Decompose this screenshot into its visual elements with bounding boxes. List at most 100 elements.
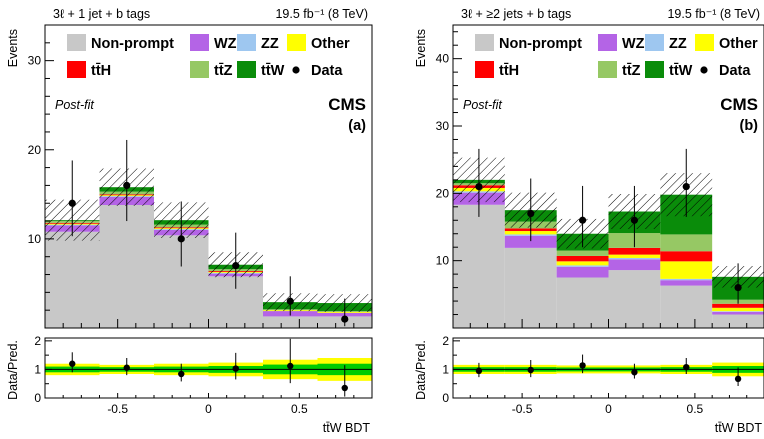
legend-label-zz: ZZ xyxy=(669,36,687,52)
ratio-point xyxy=(232,365,239,372)
x-tick-label: 0 xyxy=(605,402,612,416)
legend-swatch-ttbarw xyxy=(645,61,664,78)
legend-swatch-ttbarh xyxy=(475,61,494,78)
data-point xyxy=(527,209,535,218)
panel-label: (a) xyxy=(348,118,366,134)
x-axis-label: tt̄W BDT xyxy=(323,421,371,435)
postfit-label: Post-fit xyxy=(55,98,94,112)
header-channel-label: 3ℓ + ≥2 jets + b tags xyxy=(461,7,571,21)
ratio-plot-frame xyxy=(44,337,373,399)
header-channel-label: 3ℓ + 1 jet + b tags xyxy=(53,7,150,21)
bar-wz-bin-2 xyxy=(556,266,609,278)
bar-ttbarh-bin-3 xyxy=(608,247,661,255)
ratio-y-tick-label: 2 xyxy=(34,334,41,348)
bar-zz-bin-4 xyxy=(660,278,713,281)
ratio-y-tick-label: 0 xyxy=(442,391,449,405)
legend-data-marker xyxy=(700,66,708,74)
bar-zz-bin-2 xyxy=(556,265,609,267)
data-point xyxy=(341,315,349,323)
bar-zz-bin-3 xyxy=(608,257,661,260)
postfit-label: Post-fit xyxy=(463,98,502,112)
legend-label-wz: WZ xyxy=(214,36,237,52)
bar-non-prompt-bin-5 xyxy=(712,314,764,328)
bar-ttbarh-bin-5 xyxy=(712,303,764,308)
data-point xyxy=(68,199,76,207)
panel-label: (b) xyxy=(739,118,758,134)
ratio-point xyxy=(683,363,690,371)
legend-label-wz: WZ xyxy=(622,36,645,52)
data-layer xyxy=(475,148,742,304)
data-layer xyxy=(68,139,349,327)
x-tick-label: 0 xyxy=(205,402,212,416)
y-axis-label: Events xyxy=(6,29,20,67)
x-tick-label: 0.5 xyxy=(687,402,704,416)
bar-other-bin-4 xyxy=(660,261,713,279)
legend-label-non-prompt: Non-prompt xyxy=(499,36,582,52)
legend-label-ttbarh: tt̄H xyxy=(499,62,519,79)
bar-other-bin-5 xyxy=(712,307,764,312)
legend: Non-prompt WZ ZZ Other tt̄H tt̄Z tt̄W Data xyxy=(475,34,758,79)
y-tick-label: 10 xyxy=(28,232,42,246)
bar-other-bin-2 xyxy=(556,261,609,266)
legend-label-ttbarw: tt̄W xyxy=(261,62,285,79)
ratio-y-tick-label: 2 xyxy=(442,334,449,348)
legend-swatch-zz xyxy=(237,34,256,51)
data-point xyxy=(232,262,240,270)
bar-non-prompt-bin-3 xyxy=(608,270,661,328)
data-point xyxy=(734,284,742,292)
ratio-point xyxy=(579,362,586,369)
legend-label-ttbarw: tt̄W xyxy=(669,62,693,79)
y-tick-label: 10 xyxy=(436,254,450,268)
x-axis-label: tt̄W BDT xyxy=(715,421,763,435)
ratio-point xyxy=(341,384,348,392)
legend-label-ttbarh: tt̄H xyxy=(91,62,111,79)
legend-label-data: Data xyxy=(311,63,343,79)
legend-swatch-ttbarw xyxy=(237,61,256,78)
ratio-point xyxy=(527,366,534,374)
ratio-y-tick-label: 0 xyxy=(34,391,41,405)
legend-swatch-wz xyxy=(598,34,617,51)
ratio-point xyxy=(69,360,76,367)
legend-swatch-non-prompt xyxy=(67,34,86,51)
bar-wz-bin-5 xyxy=(712,311,764,315)
legend-swatch-other xyxy=(287,34,306,51)
legend-swatch-non-prompt xyxy=(475,34,494,51)
bar-other-bin-3 xyxy=(608,254,661,258)
bar-non-prompt-bin-1 xyxy=(504,247,557,328)
ratio-layer xyxy=(45,338,372,397)
y-tick-label: 40 xyxy=(436,52,450,66)
header-lumi-label: 19.5 fb⁻¹ (8 TeV) xyxy=(667,7,760,21)
data-point xyxy=(682,183,690,191)
data-point xyxy=(578,216,587,224)
data-point xyxy=(123,181,131,190)
legend-label-data: Data xyxy=(719,63,751,79)
bar-non-prompt-bin-4 xyxy=(263,316,318,328)
ratio-point xyxy=(178,370,185,378)
ratio-y-axis-label: Data/Pred. xyxy=(414,340,428,400)
cms-label: CMS xyxy=(328,95,366,114)
ratio-y-axis-label: Data/Pred. xyxy=(6,340,20,400)
bar-wz-bin-4 xyxy=(660,280,713,286)
data-point xyxy=(177,235,185,243)
stack-layer xyxy=(45,168,372,328)
legend-label-ttbarz: tt̄Z xyxy=(214,62,233,79)
data-point xyxy=(630,216,639,224)
cms-label: CMS xyxy=(720,95,758,114)
x-tick-label: 0.5 xyxy=(291,402,308,416)
legend-label-other: Other xyxy=(719,36,758,52)
data-point xyxy=(475,183,483,191)
y-axis-label: Events xyxy=(414,29,428,67)
y-tick-label: 30 xyxy=(28,54,42,68)
ratio-y-tick-label: 1 xyxy=(34,362,41,376)
bar-non-prompt-bin-0 xyxy=(45,231,100,328)
legend-swatch-wz xyxy=(190,34,209,51)
y-tick-label: 20 xyxy=(28,143,42,157)
y-tick-label: 20 xyxy=(436,186,450,200)
bar-non-prompt-bin-2 xyxy=(556,277,609,328)
legend-swatch-zz xyxy=(645,34,664,51)
ratio-point xyxy=(734,375,742,383)
ratio-point xyxy=(631,369,638,376)
